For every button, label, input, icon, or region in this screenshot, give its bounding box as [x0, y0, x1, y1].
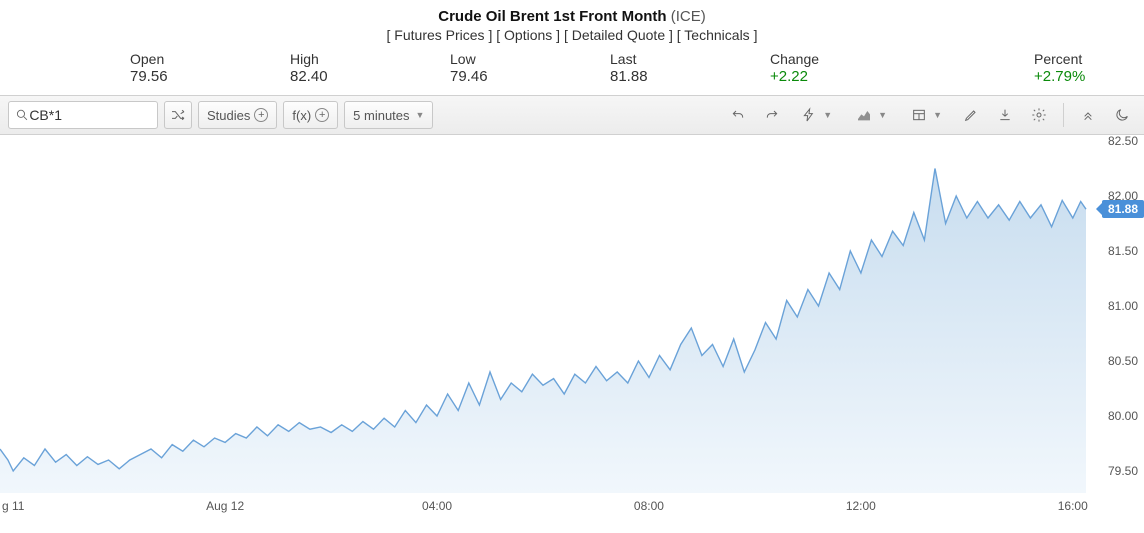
stat-value: +2.22	[770, 68, 840, 85]
nav-link[interactable]: [ Technicals ]	[677, 27, 758, 43]
y-axis-tick: 79.50	[1108, 464, 1138, 478]
chart-area-icon	[856, 107, 872, 123]
collapse-button[interactable]	[1074, 101, 1102, 129]
x-axis-tick: Aug 12	[206, 499, 244, 513]
pencil-icon	[963, 107, 979, 123]
theme-button[interactable]	[1108, 101, 1136, 129]
chart-toolbar: Studies + f(x) + 5 minutes ▼ ▼ ▼ ▼	[0, 95, 1144, 135]
x-axis-tick: g 11	[2, 499, 24, 513]
stat-change: Change +2.22	[770, 51, 840, 85]
quote-nav: [ Futures Prices ] [ Options ] [ Detaile…	[0, 27, 1144, 43]
y-axis-tick: 80.00	[1108, 409, 1138, 423]
fx-label: f(x)	[292, 108, 311, 123]
stat-value: 81.88	[610, 68, 680, 85]
instrument-name: Crude Oil Brent 1st Front Month	[438, 8, 666, 25]
caret-down-icon: ▼	[933, 110, 942, 120]
chart-header: Crude Oil Brent 1st Front Month (ICE) [ …	[0, 0, 1144, 47]
symbol-input[interactable]	[29, 107, 151, 123]
fx-button[interactable]: f(x) +	[283, 101, 338, 129]
stat-label: Low	[450, 51, 520, 67]
nav-link[interactable]: [ Options ]	[496, 27, 560, 43]
y-axis-tick: 81.50	[1108, 244, 1138, 258]
undo-icon	[730, 107, 746, 123]
stat-label: Percent	[1034, 51, 1104, 67]
layout-dropdown[interactable]: ▼	[902, 101, 951, 129]
stats-row: Open 79.56 High 82.40 Low 79.46 Last 81.…	[0, 47, 1144, 95]
plus-icon: +	[315, 108, 329, 122]
caret-down-icon: ▼	[878, 110, 887, 120]
chevrons-up-icon	[1080, 107, 1096, 123]
stat-last: Last 81.88	[610, 51, 680, 85]
caret-down-icon: ▼	[823, 110, 832, 120]
compare-button[interactable]	[164, 101, 192, 129]
stat-value: 79.46	[450, 68, 520, 85]
chart-canvas	[0, 135, 1144, 515]
undo-button[interactable]	[724, 101, 752, 129]
x-axis-tick: 16:00	[1058, 499, 1088, 513]
search-icon	[15, 107, 29, 123]
price-chart[interactable]: 79.5080.0080.5081.0081.5082.0082.50 g 11…	[0, 135, 1144, 515]
settings-button[interactable]	[1025, 101, 1053, 129]
symbol-search[interactable]	[8, 101, 158, 129]
events-dropdown[interactable]: ▼	[792, 101, 841, 129]
draw-button[interactable]	[957, 101, 985, 129]
shuffle-icon	[170, 107, 186, 123]
nav-link[interactable]: [ Futures Prices ]	[387, 27, 493, 43]
x-axis-tick: 12:00	[846, 499, 876, 513]
x-axis-tick: 04:00	[422, 499, 452, 513]
stat-label: High	[290, 51, 360, 67]
download-button[interactable]	[991, 101, 1019, 129]
stat-open: Open 79.56	[130, 51, 200, 85]
y-axis-tick: 80.50	[1108, 354, 1138, 368]
studies-label: Studies	[207, 108, 250, 123]
stat-high: High 82.40	[290, 51, 360, 85]
exchange-code: (ICE)	[671, 8, 706, 25]
plus-icon: +	[254, 108, 268, 122]
stat-value: 79.56	[130, 68, 200, 85]
stat-low: Low 79.46	[450, 51, 520, 85]
gear-icon	[1031, 107, 1047, 123]
download-icon	[997, 107, 1013, 123]
x-axis-tick: 08:00	[634, 499, 664, 513]
layout-icon	[911, 107, 927, 123]
caret-down-icon: ▼	[416, 110, 425, 120]
last-price-flag: 81.88	[1102, 200, 1144, 218]
studies-button[interactable]: Studies +	[198, 101, 277, 129]
stat-label: Last	[610, 51, 680, 67]
toolbar-separator	[1063, 103, 1064, 127]
y-axis-tick: 82.50	[1108, 134, 1138, 148]
moon-icon	[1114, 107, 1130, 123]
interval-dropdown[interactable]: 5 minutes ▼	[344, 101, 433, 129]
instrument-title: Crude Oil Brent 1st Front Month (ICE)	[0, 8, 1144, 25]
stat-value: 82.40	[290, 68, 360, 85]
stat-label: Change	[770, 51, 840, 67]
stat-percent: Percent +2.79%	[1034, 51, 1104, 85]
nav-link[interactable]: [ Detailed Quote ]	[564, 27, 673, 43]
chart-type-dropdown[interactable]: ▼	[847, 101, 896, 129]
redo-icon	[764, 107, 780, 123]
redo-button[interactable]	[758, 101, 786, 129]
stat-label: Open	[130, 51, 200, 67]
interval-label: 5 minutes	[353, 108, 409, 123]
bolt-icon	[801, 107, 817, 123]
y-axis-tick: 81.00	[1108, 299, 1138, 313]
stat-value: +2.79%	[1034, 68, 1104, 85]
